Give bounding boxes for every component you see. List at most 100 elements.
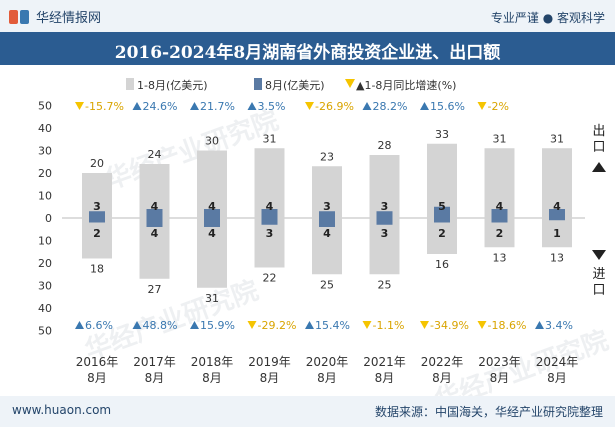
y-tick-label: 20: [38, 167, 52, 180]
value-label-cumulative-import: 31: [205, 292, 219, 305]
legend-label: ▲1-8月同比增速(%): [356, 78, 456, 92]
value-label-monthly-export: 4: [208, 200, 216, 213]
tagline-dot-icon: ●: [542, 11, 557, 25]
bar-monthly-import: [261, 218, 278, 225]
tagline-left: 专业严谨: [490, 11, 539, 25]
import-side-label: 进: [592, 267, 605, 282]
x-tick-label: 2019年: [248, 355, 291, 369]
growth-label-export: 24.6%: [143, 100, 178, 113]
bar-monthly-import: [549, 218, 565, 221]
value-label-cumulative-export: 31: [550, 132, 564, 145]
up-triangle-icon: [190, 321, 199, 329]
x-tick-label: 8月: [317, 371, 337, 385]
value-label-cumulative-import: 16: [435, 258, 449, 271]
value-label-cumulative-import: 25: [378, 278, 392, 291]
legend-swatch-cumulative: [126, 78, 134, 90]
bar-cumulative-import: [427, 218, 457, 254]
x-tick-label: 2020年: [306, 355, 349, 369]
growth-label-export: -26.9%: [315, 100, 354, 113]
down-triangle-icon: [420, 321, 429, 329]
bar-monthly-import: [146, 218, 163, 227]
y-tick-label: 30: [38, 145, 52, 158]
bar-monthly-export: [261, 209, 278, 218]
value-label-cumulative-import: 13: [493, 251, 507, 264]
x-tick-label: 2024年: [536, 355, 579, 369]
value-label-monthly-export: 5: [438, 200, 446, 213]
x-tick-label: 2017年: [133, 355, 176, 369]
up-triangle-icon: [132, 102, 142, 110]
growth-label-import: 48.8%: [143, 319, 178, 332]
bar-monthly-import: [434, 218, 450, 223]
value-label-monthly-import: 1: [553, 227, 561, 240]
value-label-cumulative-export: 30: [205, 135, 219, 148]
value-label-monthly-export: 3: [381, 200, 389, 213]
bar-cumulative-import: [484, 218, 515, 248]
bar-monthly-import: [204, 218, 220, 227]
growth-label-import: 15.9%: [200, 319, 235, 332]
bar-cumulative-export: [427, 143, 457, 218]
bar-cumulative-export: [82, 173, 112, 218]
bar-monthly-export: [549, 209, 565, 218]
brand-logo-icon: [9, 9, 29, 24]
import-arrow-down-icon: [592, 250, 606, 260]
chart-area: 1-8月(亿美元) 8月(亿美元) ▲1-8月同比增速(%) 50 40 30 20 10 0 1…: [38, 78, 606, 385]
y-tick-label: 50: [38, 325, 52, 338]
bar-cumulative-import: [139, 218, 170, 279]
bar-monthly-export: [376, 211, 393, 218]
bar-monthly-export: [146, 209, 163, 218]
bar-cumulative-import: [82, 218, 112, 259]
x-tick-label: 8月: [547, 371, 567, 385]
value-label-cumulative-export: 24: [148, 148, 162, 161]
y-tick-label: 10: [38, 235, 52, 248]
down-triangle-icon: [362, 321, 372, 329]
value-label-monthly-import: 4: [208, 227, 216, 240]
value-label-monthly-export: 3: [93, 200, 101, 213]
value-label-monthly-export: 3: [323, 200, 331, 213]
value-label-monthly-import: 4: [323, 227, 331, 240]
value-label-monthly-export: 4: [151, 200, 159, 213]
growth-label-export: -15.7%: [85, 100, 124, 113]
legend-label: 1-8月(亿美元): [137, 79, 208, 92]
y-tick-label: 20: [38, 257, 52, 270]
value-label-cumulative-import: 22: [263, 272, 277, 285]
bar-cumulative-import: [312, 218, 342, 275]
growth-label-import: -18.6%: [488, 319, 527, 332]
top-bar: 华经情报网 专业严谨 ● 客观科学: [0, 0, 615, 32]
down-triangle-icon: [75, 102, 84, 110]
growth-label-export: 15.6%: [430, 100, 465, 113]
bar-cumulative-export: [369, 155, 400, 218]
bar-monthly-import: [89, 218, 105, 223]
up-triangle-icon: [132, 321, 142, 329]
growth-label-import: -1.1%: [373, 319, 405, 332]
value-label-cumulative-import: 25: [320, 278, 334, 291]
up-triangle-icon: [362, 102, 372, 110]
value-label-cumulative-export: 31: [493, 132, 507, 145]
value-label-monthly-import: 2: [438, 227, 446, 240]
x-tick-label: 8月: [87, 371, 107, 385]
value-label-cumulative-import: 27: [148, 283, 162, 296]
value-label-cumulative-export: 28: [378, 139, 392, 152]
growth-label-export: 21.7%: [200, 100, 235, 113]
y-tick-label: 10: [38, 190, 52, 203]
footer-url[interactable]: www.huaon.com: [12, 403, 112, 417]
brand: 华经情报网: [8, 7, 101, 26]
chart-title: 2016-2024年8月湖南省外商投资企业进、出口额: [114, 43, 501, 63]
x-tick-label: 8月: [202, 371, 222, 385]
export-side-label: 出: [592, 124, 605, 139]
bar-cumulative-export: [197, 150, 227, 218]
bar-cumulative-import: [369, 218, 400, 275]
down-triangle-icon: [247, 321, 257, 329]
up-triangle-icon: [420, 102, 429, 110]
value-label-monthly-export: 4: [553, 200, 561, 213]
value-label-cumulative-export: 31: [263, 132, 277, 145]
legend-swatch-monthly: [254, 78, 262, 90]
value-label-monthly-export: 4: [496, 200, 504, 213]
x-tick-label: 2018年: [191, 355, 234, 369]
bar-cumulative-export: [312, 166, 342, 218]
value-label-cumulative-import: 13: [550, 251, 564, 264]
growth-label-import: -29.2%: [258, 319, 297, 332]
value-label-monthly-import: 3: [381, 227, 389, 240]
x-tick-label: 2021年: [363, 355, 406, 369]
up-triangle-icon: [75, 321, 84, 329]
down-triangle-icon: [477, 102, 487, 110]
